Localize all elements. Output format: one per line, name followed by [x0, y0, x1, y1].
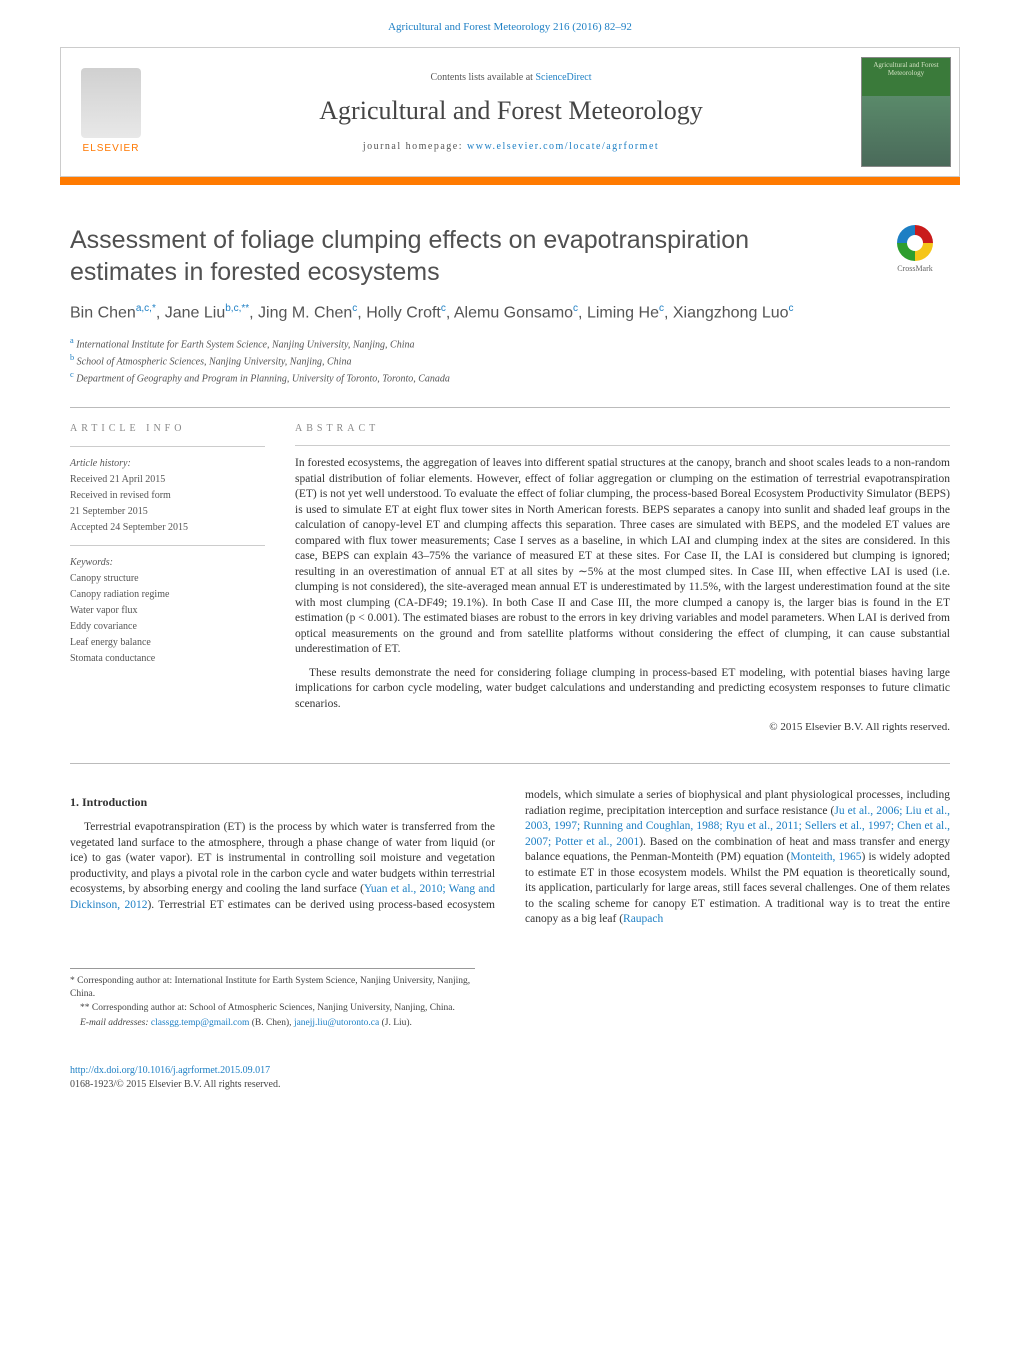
journal-cover-text: Agricultural and Forest Meteorology: [866, 62, 946, 77]
abstract-copyright: © 2015 Elsevier B.V. All rights reserved…: [295, 720, 950, 735]
divider: [70, 545, 265, 546]
abstract-heading: ABSTRACT: [295, 422, 950, 436]
history-line: Received 21 April 2015: [70, 473, 265, 487]
divider: [295, 445, 950, 446]
issn-copyright: 0168-1923/© 2015 Elsevier B.V. All right…: [70, 1079, 280, 1090]
divider: [70, 446, 265, 447]
abstract-paragraph: In forested ecosystems, the aggregation …: [295, 456, 950, 658]
doi-link[interactable]: http://dx.doi.org/10.1016/j.agrformet.20…: [70, 1065, 270, 1076]
keyword: Canopy structure: [70, 572, 265, 586]
top-citation: Agricultural and Forest Meteorology 216 …: [0, 0, 1020, 47]
elsevier-label: ELSEVIER: [69, 142, 153, 156]
author-list: Bin Chena,c,*, Jane Liub,c,**, Jing M. C…: [70, 302, 950, 325]
affiliation-line: a International Institute for Earth Syst…: [70, 335, 950, 352]
contents-prefix: Contents lists available at: [430, 72, 535, 83]
body-two-column: 1. Introduction Terrestrial evapotranspi…: [70, 788, 950, 928]
citation-link[interactable]: Raupach: [623, 913, 663, 925]
affiliation-line: c Department of Geography and Program in…: [70, 369, 950, 386]
email-attribution: (J. Liu).: [382, 1018, 412, 1028]
footnote-emails: E-mail addresses: classgg.temp@gmail.com…: [70, 1017, 475, 1030]
homepage-line: journal homepage: www.elsevier.com/locat…: [161, 140, 861, 154]
footnotes: * Corresponding author at: International…: [70, 968, 475, 1030]
keyword: Eddy covariance: [70, 620, 265, 634]
citation-link[interactable]: Monteith, 1965: [790, 851, 861, 863]
crossmark-label: CrossMark: [897, 264, 933, 273]
crossmark-badge[interactable]: CrossMark: [880, 225, 950, 274]
keywords-label: Keywords:: [70, 556, 265, 570]
article-title: Assessment of foliage clumping effects o…: [70, 225, 860, 288]
header-center: Contents lists available at ScienceDirec…: [161, 63, 861, 161]
article-info-column: ARTICLE INFO Article history: Received 2…: [70, 422, 265, 744]
history-line: 21 September 2015: [70, 505, 265, 519]
article-history-label: Article history:: [70, 457, 265, 471]
affiliation-line: b School of Atmospheric Sciences, Nanjin…: [70, 352, 950, 369]
divider: [70, 407, 950, 408]
keyword: Water vapor flux: [70, 604, 265, 618]
affiliations: a International Institute for Earth Syst…: [70, 335, 950, 387]
elsevier-logo: ELSEVIER: [61, 60, 161, 164]
elsevier-tree-icon: [81, 68, 141, 138]
accent-bar: [60, 177, 960, 185]
email-link[interactable]: classgg.temp@gmail.com: [151, 1018, 249, 1028]
history-line: Received in revised form: [70, 489, 265, 503]
journal-header: ELSEVIER Contents lists available at Sci…: [60, 47, 960, 177]
article-info-heading: ARTICLE INFO: [70, 422, 265, 436]
top-citation-link[interactable]: Agricultural and Forest Meteorology 216 …: [388, 21, 632, 33]
email-label: E-mail addresses:: [80, 1018, 151, 1028]
email-link[interactable]: janejj.liu@utoronto.ca: [294, 1018, 379, 1028]
journal-name: Agricultural and Forest Meteorology: [161, 93, 861, 129]
keyword: Leaf energy balance: [70, 636, 265, 650]
keyword: Stomata conductance: [70, 652, 265, 666]
footnote-corresponding-1: * Corresponding author at: International…: [70, 975, 475, 1001]
sciencedirect-link[interactable]: ScienceDirect: [535, 72, 591, 83]
homepage-prefix: journal homepage:: [363, 141, 467, 152]
contents-lists-line: Contents lists available at ScienceDirec…: [161, 71, 861, 85]
journal-cover-thumbnail: Agricultural and Forest Meteorology: [861, 57, 951, 167]
crossmark-icon: [897, 225, 933, 261]
abstract-paragraph: These results demonstrate the need for c…: [295, 666, 950, 713]
divider: [70, 763, 950, 764]
homepage-link[interactable]: www.elsevier.com/locate/agrformet: [467, 141, 659, 152]
footnote-corresponding-2: ** Corresponding author at: School of At…: [70, 1002, 475, 1015]
keyword: Canopy radiation regime: [70, 588, 265, 602]
email-attribution: (B. Chen),: [252, 1018, 294, 1028]
abstract-column: ABSTRACT In forested ecosystems, the agg…: [295, 422, 950, 744]
footer: http://dx.doi.org/10.1016/j.agrformet.20…: [70, 1064, 950, 1092]
section-heading-introduction: 1. Introduction: [70, 794, 495, 810]
history-line: Accepted 24 September 2015: [70, 521, 265, 535]
